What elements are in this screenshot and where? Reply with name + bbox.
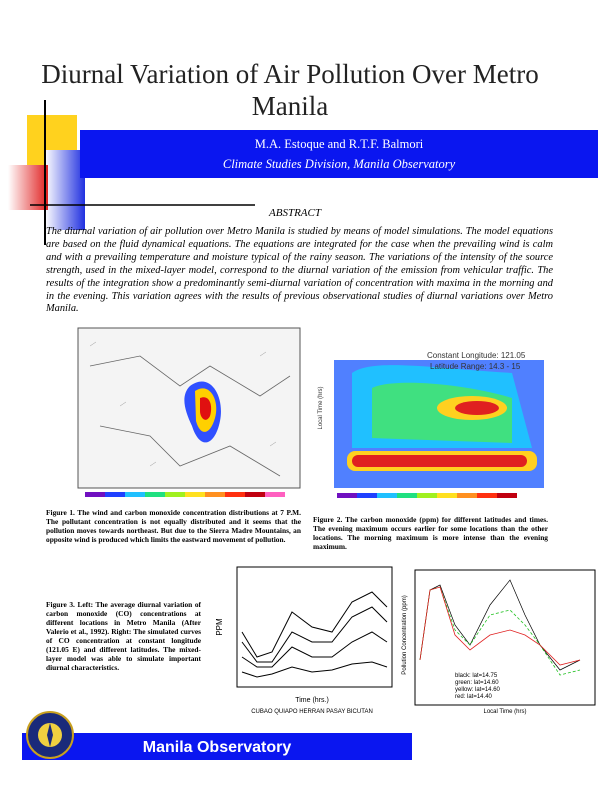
footer: Manila Observatory [22, 733, 412, 760]
figure-1-caption: Figure 1. The wind and carbon monoxide c… [46, 508, 301, 544]
axis-label: Time (hrs.) [295, 697, 329, 704]
author-band: M.A. Estoque and R.T.F. Balmori Climate … [80, 130, 598, 178]
legend: black: lat=14.75 [455, 673, 498, 679]
decoration [8, 100, 255, 245]
authors: M.A. Estoque and R.T.F. Balmori [254, 137, 424, 151]
figure-2: Constant Longitude: 121.05 Latitude Rang… [318, 330, 544, 498]
axis-label: Local Time (hrs) [483, 709, 526, 715]
figure-2-caption: Figure 2. The carbon monoxide (ppm) for … [313, 515, 548, 551]
legend: yellow: lat=14.60 [455, 687, 501, 693]
affiliation: Climate Studies Division, Manila Observa… [222, 157, 456, 171]
figure-3-right: Pollution Concentration (ppm) Local Time… [402, 569, 596, 715]
logo [26, 711, 74, 759]
title: Diurnal Variation of Air Pollution Over … [41, 59, 539, 121]
abstract-text: The diurnal variation of air pollution o… [46, 226, 553, 315]
abstract-heading: ABSTRACT [269, 207, 321, 219]
legend: CUBAO QUIAPO HERRAN PASAY BICUTAN [251, 709, 373, 715]
figure-1 [77, 327, 301, 497]
axis-label: Local Time (hrs) [318, 386, 324, 429]
figure-3-left: PPM Time (hrs.) CUBAO QUIAPO HERRAN PASA… [215, 566, 393, 715]
figure-label: Latitude Range: 14.3 - 15 [430, 362, 521, 371]
legend: green: lat=14.60 [455, 680, 499, 686]
figure-label: Constant Longitude: 121.05 [427, 351, 526, 360]
figure-3-caption: Figure 3. Left: The average diurnal vari… [46, 600, 201, 672]
axis-label: Pollution Concentration (ppm) [402, 595, 408, 674]
legend: red: lat=14.40 [455, 694, 493, 700]
axis-label: PPM [215, 618, 224, 636]
